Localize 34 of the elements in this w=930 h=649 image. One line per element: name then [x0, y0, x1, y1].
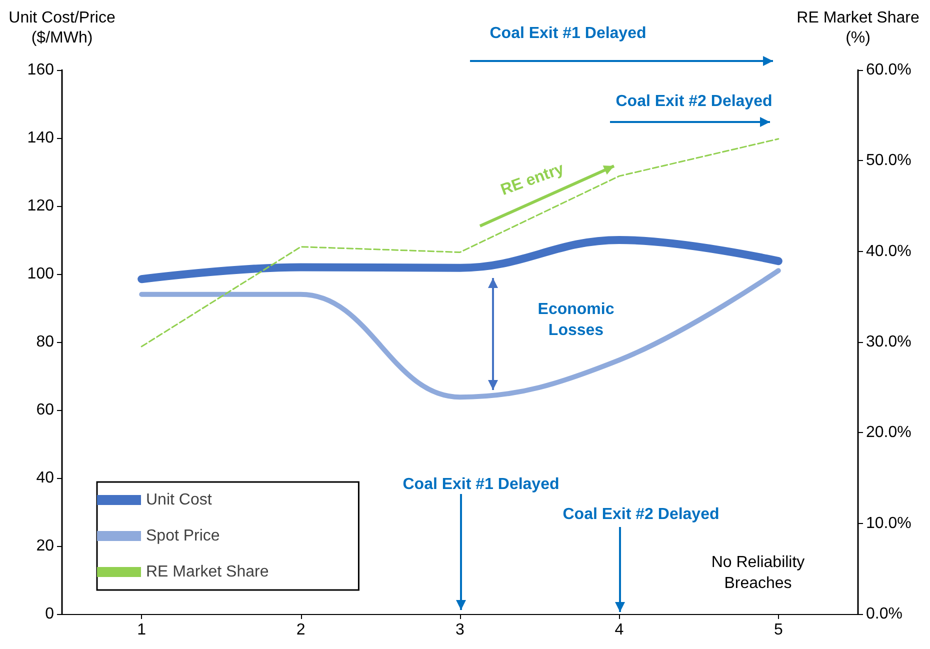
y2-tick-label: 50.0%	[866, 152, 912, 170]
y2-tick-label: 30.0%	[866, 334, 912, 350]
text: Coal Exit #1 Delayed	[490, 25, 646, 42]
y-tick-label: 160	[27, 62, 54, 78]
legend-label: RE Market Share	[146, 564, 269, 580]
y2-tick-label: 40.0%	[866, 242, 912, 260]
y-tick-label: 60	[36, 402, 54, 418]
x-tick-label: 5	[774, 622, 783, 638]
annotation: No Reliability Breaches	[711, 554, 805, 592]
y-axis-title: Unit Cost/Price ($/MWh)	[8, 10, 116, 46]
y2-tick-label: 0.0%	[866, 606, 902, 622]
y2-axis-title: RE Market Share (%)	[796, 10, 920, 46]
y-tick-label: 120	[27, 198, 54, 214]
x-tick-label: 4	[614, 622, 624, 638]
line-series	[140, 138, 780, 348]
y2-tick-label: 60.0%	[866, 62, 912, 78]
y2-tick-label: 10.0%	[866, 514, 912, 532]
annotation: RE entry	[498, 160, 566, 200]
x-tick-label: 1	[137, 622, 146, 638]
y-tick-label: 20	[36, 538, 54, 554]
x-tick-label: 3	[456, 622, 465, 638]
legend-label: Spot Price	[146, 528, 220, 544]
y2-tick-label: 20.0%	[866, 424, 912, 442]
annotation: Coal Exit #2 Delayed	[616, 93, 772, 110]
annotation: Coal Exit #1 Delayed	[402, 476, 560, 493]
y-tick-label: 100	[27, 266, 54, 282]
y-tick-label: 0	[45, 606, 54, 622]
y-tick-label: 80	[36, 334, 54, 350]
annotation: Coal Exit #2 Delayed	[562, 506, 720, 523]
legend-label: Unit Cost	[146, 492, 212, 508]
y-tick-label: 140	[27, 130, 54, 146]
y-tick-label: 40	[36, 470, 54, 486]
annotation: Economic Losses	[538, 301, 614, 339]
x-tick-label: 2	[296, 622, 306, 638]
